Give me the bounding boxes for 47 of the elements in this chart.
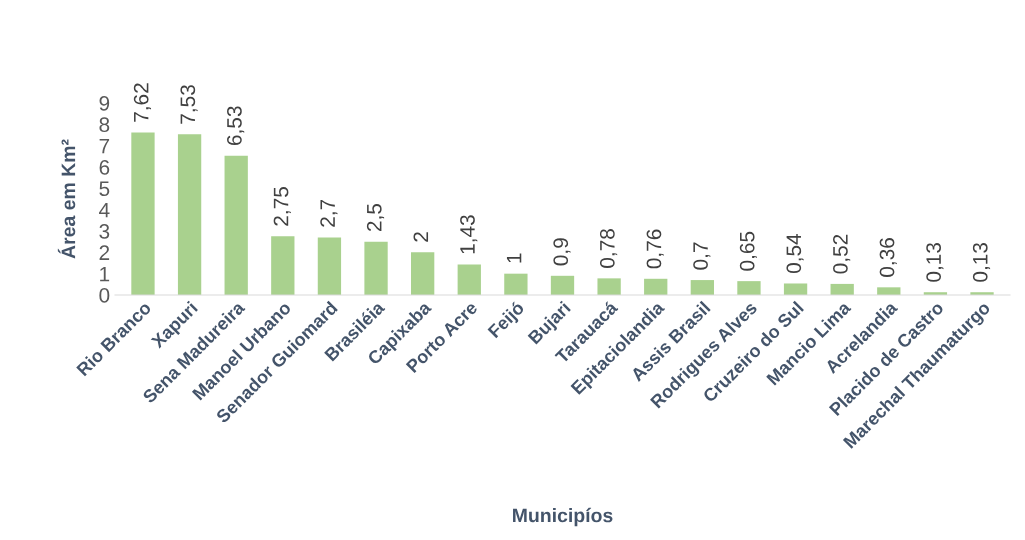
y-axis-title: Área em Km² <box>57 139 76 259</box>
bar <box>177 134 202 295</box>
data-label: 7,62 <box>133 83 152 122</box>
bar <box>317 237 342 295</box>
data-label: 0,65 <box>739 231 758 271</box>
data-label: 1 <box>506 253 522 263</box>
y-tick-label: 1 <box>100 266 110 282</box>
bar <box>550 275 575 295</box>
bar <box>597 278 621 295</box>
bar <box>504 273 528 295</box>
bar <box>877 287 901 295</box>
y-tick-label: 0 <box>99 288 110 303</box>
bar <box>644 278 668 295</box>
data-label: 7,53 <box>180 85 198 124</box>
x-axis-title: Municipíos <box>513 507 613 527</box>
y-tick-label: 2 <box>99 245 110 260</box>
data-label: 0,7 <box>693 242 711 270</box>
data-label: 0,13 <box>926 242 944 282</box>
data-label: 2 <box>413 232 429 242</box>
bar <box>364 241 388 295</box>
bar <box>737 281 761 295</box>
data-label: 0,76 <box>646 229 664 269</box>
data-label: 2,7 <box>320 199 338 227</box>
data-label: 0,78 <box>599 229 618 268</box>
bar <box>411 252 435 295</box>
y-tick-label: 5 <box>99 181 110 197</box>
bar <box>783 283 808 295</box>
data-label: 2,5 <box>366 203 385 232</box>
bar <box>131 132 155 295</box>
bar <box>271 236 295 295</box>
y-tick-label: 7 <box>99 138 110 154</box>
y-tick-label: 3 <box>99 224 110 239</box>
y-tick-label: 9 <box>99 96 110 111</box>
bar <box>224 155 248 295</box>
bar <box>690 280 714 295</box>
bar <box>457 264 481 295</box>
data-label: 2,75 <box>273 187 291 226</box>
y-tick-label: 4 <box>99 202 110 218</box>
data-label: 6,53 <box>227 106 245 146</box>
data-label: 0,36 <box>879 238 897 277</box>
data-label: 0,9 <box>553 238 571 266</box>
y-tick-label: 8 <box>99 117 110 133</box>
data-label: 1,43 <box>460 215 478 254</box>
data-label: 0,13 <box>972 242 991 282</box>
y-tick-label: 6 <box>99 160 110 175</box>
data-label: 0,54 <box>786 233 804 274</box>
data-label: 0,52 <box>833 234 851 274</box>
